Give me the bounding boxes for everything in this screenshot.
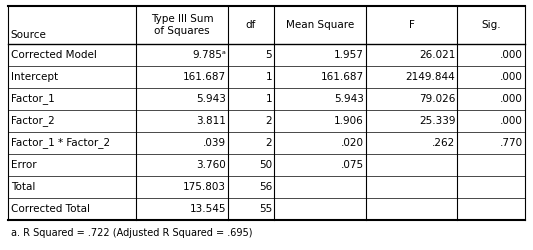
Text: .000: .000 xyxy=(500,72,523,82)
Text: 1.957: 1.957 xyxy=(334,50,364,60)
Text: 161.687: 161.687 xyxy=(320,72,364,82)
Text: .020: .020 xyxy=(341,138,364,148)
Text: 5.943: 5.943 xyxy=(334,94,364,104)
Text: Corrected Total: Corrected Total xyxy=(11,204,90,214)
Text: 1.906: 1.906 xyxy=(334,116,364,126)
Text: Intercept: Intercept xyxy=(11,72,58,82)
Text: Factor_1: Factor_1 xyxy=(11,94,54,104)
Text: 3.760: 3.760 xyxy=(196,160,226,170)
Text: Total: Total xyxy=(11,182,35,192)
Text: 1: 1 xyxy=(265,72,272,82)
Text: .039: .039 xyxy=(203,138,226,148)
Text: 5.943: 5.943 xyxy=(196,94,226,104)
Text: 26.021: 26.021 xyxy=(419,50,455,60)
Text: a. R Squared = .722 (Adjusted R Squared = .695): a. R Squared = .722 (Adjusted R Squared … xyxy=(11,228,252,238)
Text: 2: 2 xyxy=(265,138,272,148)
Text: 161.687: 161.687 xyxy=(183,72,226,82)
Text: Error: Error xyxy=(11,160,36,170)
Text: .770: .770 xyxy=(500,138,523,148)
Text: .000: .000 xyxy=(500,116,523,126)
Text: Factor_1 * Factor_2: Factor_1 * Factor_2 xyxy=(11,138,110,148)
Text: 55: 55 xyxy=(259,204,272,214)
Text: 25.339: 25.339 xyxy=(419,116,455,126)
Text: Type III Sum
of Squares: Type III Sum of Squares xyxy=(151,14,213,36)
Text: 50: 50 xyxy=(259,160,272,170)
Text: .000: .000 xyxy=(500,50,523,60)
Text: 56: 56 xyxy=(259,182,272,192)
Text: F: F xyxy=(409,20,415,30)
Text: 2: 2 xyxy=(265,116,272,126)
Text: 3.811: 3.811 xyxy=(196,116,226,126)
Text: Corrected Model: Corrected Model xyxy=(11,50,96,60)
Text: Source: Source xyxy=(11,30,46,40)
Text: Mean Square: Mean Square xyxy=(286,20,354,30)
Text: Sig.: Sig. xyxy=(481,20,501,30)
Text: .075: .075 xyxy=(341,160,364,170)
Text: Factor_2: Factor_2 xyxy=(11,116,54,126)
Text: .262: .262 xyxy=(432,138,455,148)
Text: 9.785ᵃ: 9.785ᵃ xyxy=(192,50,226,60)
Text: 2149.844: 2149.844 xyxy=(406,72,455,82)
Text: 5: 5 xyxy=(265,50,272,60)
Text: .000: .000 xyxy=(500,94,523,104)
Text: 79.026: 79.026 xyxy=(419,94,455,104)
Text: df: df xyxy=(246,20,256,30)
Text: 13.545: 13.545 xyxy=(189,204,226,214)
Text: 175.803: 175.803 xyxy=(183,182,226,192)
Text: 1: 1 xyxy=(265,94,272,104)
